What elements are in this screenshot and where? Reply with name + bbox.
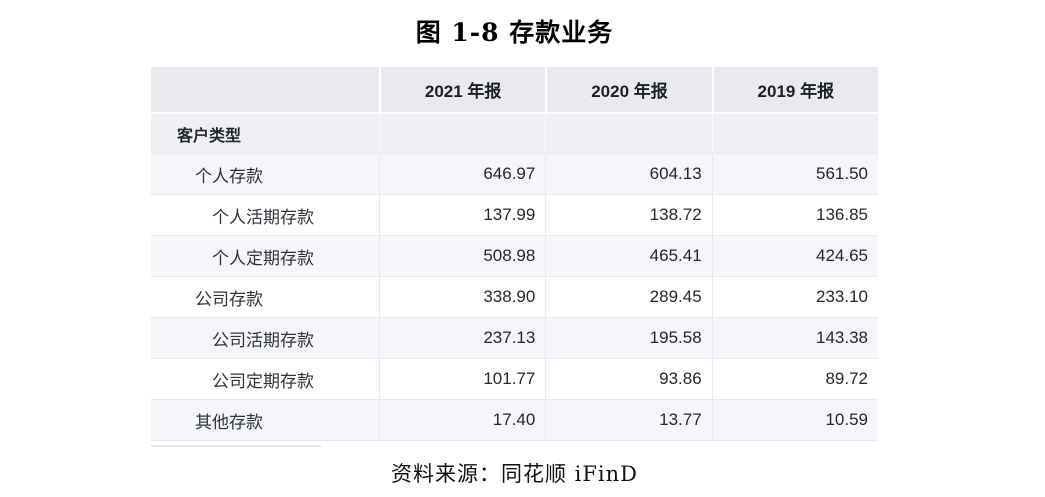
table-row-personal-deposits: 个人存款 646.97 604.13 561.50 [151, 153, 878, 194]
row-label: 其他存款 [195, 412, 263, 432]
cell-2019: 424.65 [711, 236, 878, 276]
cell-2021: 237.13 [379, 318, 545, 358]
row-label: 个人活期存款 [212, 207, 314, 227]
cell-2020: 195.58 [545, 318, 711, 358]
cell-2021: 17.40 [379, 400, 545, 440]
row-label: 公司活期存款 [212, 330, 314, 350]
cell-2021: 508.98 [379, 236, 545, 276]
table-row-corporate-demand-deposits: 公司活期存款 237.13 195.58 143.38 [151, 317, 878, 358]
cell-2019: 89.72 [711, 359, 878, 399]
group-header-row: 客户类型 [151, 112, 878, 153]
table-header-row: 2021 年报 2020 年报 2019 年报 [151, 67, 878, 112]
corner-label: 客户类型 [177, 127, 242, 145]
deposit-table: 2021 年报 2020 年报 2019 年报 客户类型 个人存款 646.97… [151, 67, 878, 447]
empty-cell [545, 114, 711, 153]
cell-2019: 10.59 [711, 400, 878, 440]
cell-2020: 93.86 [545, 359, 711, 399]
figure-title: 图 1-8 存款业务 [415, 18, 614, 47]
cell-2021: 338.90 [379, 277, 545, 317]
cell-2019: 561.50 [711, 154, 878, 194]
cell-2020: 604.13 [545, 154, 711, 194]
cell-2021: 646.97 [379, 154, 545, 194]
table-row-other-deposits: 其他存款 17.40 13.77 10.59 [151, 399, 878, 440]
table-cut-row [151, 440, 878, 447]
figure-container: 图 1-8 存款业务 2021 年报 2020 年报 2019 年报 客户类型 … [151, 0, 878, 488]
source-caption: 资料来源：同花顺 iFinD [390, 462, 639, 486]
cell-2020: 465.41 [545, 236, 711, 276]
table-row-personal-time-deposits: 个人定期存款 508.98 465.41 424.65 [151, 235, 878, 276]
cell-2020: 13.77 [545, 400, 711, 440]
table-row-corporate-time-deposits: 公司定期存款 101.77 93.86 89.72 [151, 358, 878, 399]
empty-cell [379, 114, 545, 153]
cell-2021: 101.77 [379, 359, 545, 399]
row-label: 公司存款 [195, 289, 263, 309]
column-header-2020: 2020 年报 [545, 67, 711, 112]
cell-2020: 289.45 [545, 277, 711, 317]
cell-2019: 233.10 [711, 277, 878, 317]
row-label: 个人定期存款 [212, 248, 314, 268]
table-row-personal-demand-deposits: 个人活期存款 137.99 138.72 136.85 [151, 194, 878, 235]
row-label: 公司定期存款 [212, 371, 314, 391]
table-row-corporate-deposits: 公司存款 338.90 289.45 233.10 [151, 276, 878, 317]
cell-2019: 136.85 [711, 195, 878, 235]
column-header-2019: 2019 年报 [711, 67, 878, 112]
empty-cell [711, 114, 878, 153]
column-header-2021: 2021 年报 [379, 67, 545, 112]
cell-2019: 143.38 [711, 318, 878, 358]
row-label: 个人存款 [195, 166, 263, 186]
header-corner-cell [151, 67, 379, 112]
cell-2020: 138.72 [545, 195, 711, 235]
cell-2021: 137.99 [379, 195, 545, 235]
